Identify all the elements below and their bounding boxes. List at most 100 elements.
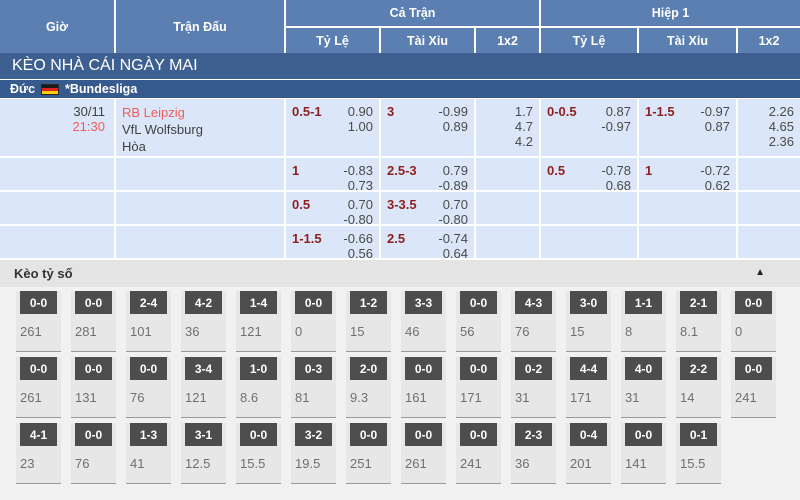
score-odds-cell[interactable]: 0-0 251 [346, 423, 391, 484]
fh-handicap-cell[interactable]: 0-0.5 0.87 -0.97 [541, 99, 637, 156]
score-odds-cell[interactable]: 0-0 0 [731, 291, 776, 352]
fh-handicap-cell[interactable]: 0.5 -0.78 0.68 [541, 158, 637, 193]
score-odds-cell[interactable]: 0-0 241 [731, 357, 776, 418]
score-odds-cell[interactable]: 0-0 76 [71, 423, 116, 484]
score-odds-cell[interactable]: 4-1 23 [16, 423, 61, 484]
odds-value[interactable]: 2.26 [768, 104, 794, 119]
odds-value[interactable]: 0.79 [442, 163, 468, 178]
score-odds-cell[interactable]: 4-4 171 [566, 357, 611, 418]
score-odds-cell[interactable]: 0-0 261 [401, 423, 446, 484]
odds-value[interactable]: -0.72 [700, 163, 730, 178]
odds-value[interactable]: -0.97 [700, 104, 730, 119]
score-odds-cell[interactable]: 2-3 36 [511, 423, 556, 484]
odds-value[interactable]: 0.87 [704, 119, 730, 134]
odds-value[interactable]: -0.80 [438, 212, 468, 227]
score-odds-cell[interactable]: 2-1 8.1 [676, 291, 721, 352]
odds-value[interactable]: 0.89 [442, 119, 468, 134]
score-odds-cell[interactable]: 0-0 141 [621, 423, 666, 484]
ft-handicap-cell[interactable]: 1 -0.83 0.73 [286, 158, 379, 193]
score-odds-cell[interactable]: 0-2 31 [511, 357, 556, 418]
score-odds-cell[interactable]: 4-0 31 [621, 357, 666, 418]
score-odds-cell[interactable]: 1-2 15 [346, 291, 391, 352]
score-odds-cell[interactable]: 1-3 41 [126, 423, 171, 484]
odds-value[interactable]: -0.99 [438, 104, 468, 119]
odds-value[interactable]: 2.36 [768, 134, 794, 149]
score-odds-cell[interactable]: 0-1 15.5 [676, 423, 721, 484]
score-odds-value: 9.3 [350, 390, 369, 405]
away-team[interactable]: VfL Wolfsburg [122, 122, 203, 137]
col-header-time: Giờ [0, 0, 114, 53]
score-odds-cell[interactable]: 0-0 131 [71, 357, 116, 418]
ft-handicap-cell[interactable]: 0.5 0.70 -0.80 [286, 192, 379, 227]
odds-value[interactable]: 0.62 [704, 178, 730, 193]
score-odds-cell[interactable]: 0-3 81 [291, 357, 336, 418]
odds-value[interactable]: -0.89 [438, 178, 468, 193]
ft-over-under-cell[interactable]: 2.5 -0.74 0.64 [381, 226, 474, 261]
score-odds-cell[interactable]: 2-2 14 [676, 357, 721, 418]
draw-label: Hòa [122, 139, 146, 154]
score-odds-cell[interactable]: 0-0 261 [16, 291, 61, 352]
odds-value[interactable]: 0.70 [442, 197, 468, 212]
odds-value[interactable]: -0.83 [343, 163, 373, 178]
league-row[interactable]: Đức *Bundesliga [0, 80, 800, 99]
odds-value[interactable]: -0.78 [601, 163, 631, 178]
odds-value[interactable]: -0.97 [601, 119, 631, 134]
ft-over-under-cell[interactable]: 2.5-3 0.79 -0.89 [381, 158, 474, 193]
score-odds-cell[interactable]: 2-4 101 [126, 291, 171, 352]
score-odds-cell[interactable]: 3-2 19.5 [291, 423, 336, 484]
over-under-line: 2.5 [387, 231, 406, 246]
score-odds-cell[interactable]: 1-0 8.6 [236, 357, 281, 418]
ft-over-under-cell[interactable]: 3 -0.99 0.89 [381, 99, 474, 156]
odds-value[interactable]: 0.68 [605, 178, 631, 193]
score-odds-cell[interactable]: 4-3 76 [511, 291, 556, 352]
ft-handicap-cell[interactable]: 0.5-1 0.90 1.00 [286, 99, 379, 156]
score-odds-cell[interactable]: 0-0 56 [456, 291, 501, 352]
odds-value[interactable]: 0.87 [605, 104, 631, 119]
odds-value[interactable]: 0.64 [442, 246, 468, 261]
score-odds-cell[interactable]: 2-0 9.3 [346, 357, 391, 418]
fh-over-under-cell[interactable]: 1-1.5 -0.97 0.87 [639, 99, 736, 156]
ft-1x2-cell[interactable]: 1.7 4.7 4.2 [476, 99, 539, 156]
odds-value[interactable]: 1.00 [347, 119, 373, 134]
score-odds-cell[interactable]: 0-0 76 [126, 357, 171, 418]
score-label: 0-1 [680, 423, 717, 446]
score-odds-cell[interactable]: 0-0 161 [401, 357, 446, 418]
col-header-first-half: Hiệp 1 [541, 0, 800, 26]
handicap-line: 1-1.5 [292, 231, 322, 246]
odds-value[interactable]: 0.56 [347, 246, 373, 261]
odds-value[interactable]: -0.74 [438, 231, 468, 246]
odds-value[interactable]: 4.7 [514, 119, 533, 134]
score-odds-cell[interactable]: 0-0 171 [456, 357, 501, 418]
score-odds-cell[interactable]: 0-0 241 [456, 423, 501, 484]
odds-value[interactable]: 0.90 [347, 104, 373, 119]
odds-value[interactable]: 4.2 [514, 134, 533, 149]
score-odds-cell[interactable]: 4-2 36 [181, 291, 226, 352]
score-odds-cell[interactable]: 0-4 201 [566, 423, 611, 484]
score-odds-cell[interactable]: 1-4 121 [236, 291, 281, 352]
score-odds-cell[interactable]: 0-0 261 [16, 357, 61, 418]
ft-over-under-cell[interactable]: 3-3.5 0.70 -0.80 [381, 192, 474, 227]
odds-value[interactable]: 0.73 [347, 178, 373, 193]
odds-value[interactable]: -0.80 [343, 212, 373, 227]
ft-handicap-cell[interactable]: 1-1.5 -0.66 0.56 [286, 226, 379, 261]
score-odds-cell[interactable]: 0-0 15.5 [236, 423, 281, 484]
score-label: 2-1 [680, 291, 717, 314]
score-odds-cell[interactable]: 0-0 281 [71, 291, 116, 352]
fh-over-under-cell[interactable]: 1 -0.72 0.62 [639, 158, 736, 193]
match-teams-cell[interactable]: RB Leipzig VfL Wolfsburg Hòa [116, 99, 284, 156]
collapse-triangle-icon[interactable]: ▲ [755, 267, 765, 278]
score-odds-cell[interactable]: 0-0 0 [291, 291, 336, 352]
home-team[interactable]: RB Leipzig [122, 105, 185, 120]
col-header-ft-over-under: Tài Xỉu [381, 28, 474, 53]
score-odds-cell[interactable]: 3-0 15 [566, 291, 611, 352]
score-odds-cell[interactable]: 3-3 46 [401, 291, 446, 352]
fh-1x2-cell[interactable]: 2.26 4.65 2.36 [738, 99, 800, 156]
odds-value[interactable]: 1.7 [514, 104, 533, 119]
score-odds-cell[interactable]: 3-1 12.5 [181, 423, 226, 484]
odds-value[interactable]: -0.66 [343, 231, 373, 246]
correct-score-header[interactable]: Kèo tỷ số ▲ [0, 260, 800, 287]
score-odds-cell[interactable]: 1-1 8 [621, 291, 666, 352]
odds-value[interactable]: 4.65 [768, 119, 794, 134]
odds-value[interactable]: 0.70 [347, 197, 373, 212]
score-odds-cell[interactable]: 3-4 121 [181, 357, 226, 418]
